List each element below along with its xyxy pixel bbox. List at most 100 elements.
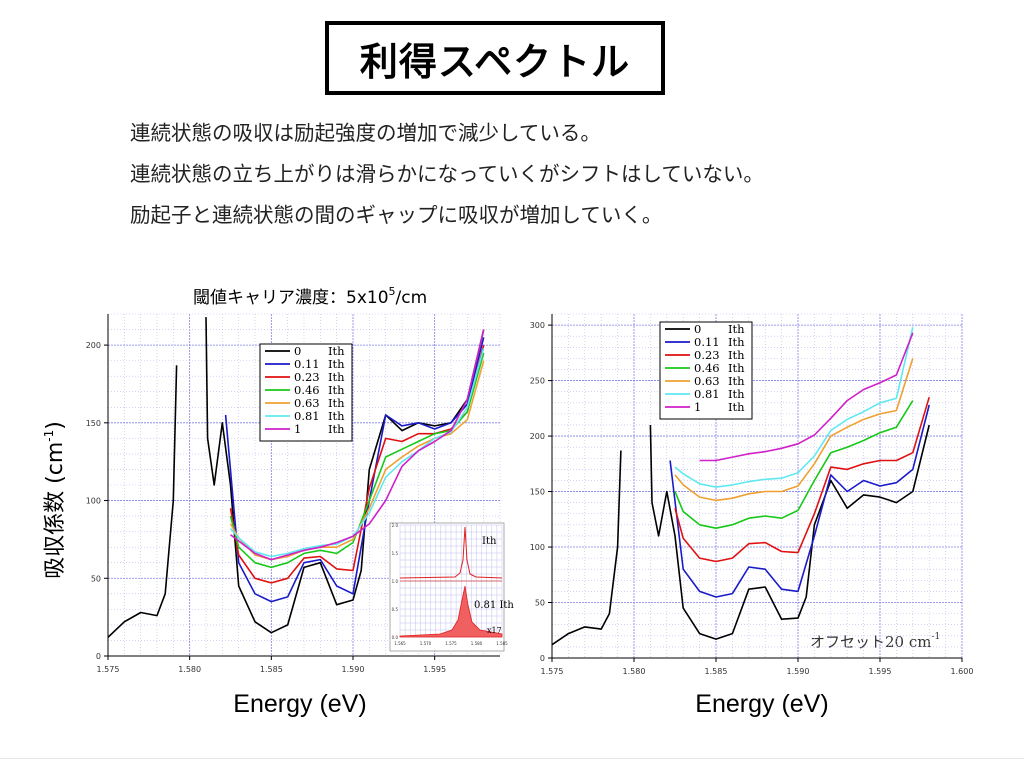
legend-unit: Ith — [728, 400, 745, 414]
offset-annotation: オフセット20 cm-1 — [810, 632, 940, 651]
x-tick-label: 1.585 — [705, 667, 728, 676]
chart-title-sup: 5 — [389, 285, 396, 298]
inset-y-tick: 0.5 — [392, 607, 399, 612]
inset-x-tick: 1.565 — [394, 641, 406, 646]
y-tick-label: 0 — [540, 654, 545, 663]
x-tick-label: 1.590 — [787, 667, 810, 676]
legend-label: 0.46 — [694, 361, 720, 375]
title-box: 利得スペクトル — [325, 21, 665, 95]
x-tick-label: 1.575 — [97, 665, 120, 674]
y-axis-label-main: 吸収係数 (cm — [43, 442, 68, 579]
inset-y-tick: 0.0 — [392, 635, 399, 640]
y-axis-label-suffix: ) — [43, 421, 68, 430]
legend-label: 0.23 — [294, 370, 320, 384]
legend-label: 0 — [294, 344, 301, 358]
y-axis-label: 吸収係数 (cm-1) — [42, 421, 68, 579]
legend-unit: Ith — [328, 422, 345, 436]
legend-unit: Ith — [728, 322, 745, 336]
legend-unit: Ith — [728, 348, 745, 362]
chart-title-main: 閾値キャリア濃度：5x10 — [193, 288, 389, 308]
chart-title-suffix: /cm — [396, 288, 428, 308]
y-tick-label: 250 — [530, 377, 545, 386]
legend-frame — [659, 321, 753, 420]
inset-x-tick: 1.585 — [496, 641, 508, 646]
legend-label: 1 — [294, 422, 301, 436]
x-tick-label: 1.595 — [423, 665, 446, 674]
series-line — [674, 396, 930, 563]
y-tick-label: 0 — [96, 652, 101, 661]
y-tick-label: 200 — [86, 341, 101, 350]
x-tick-label: 1.595 — [869, 667, 892, 676]
legend: 0 Ith 0.11 Ith 0.23 Ith 0.46 Ith 0.63 Ith 0.81 Ith 1… — [659, 321, 753, 420]
legend-label: 0.11 — [694, 335, 720, 349]
series-line — [674, 327, 914, 488]
right-chart: 1.575 1.580 1.585 1.590 1.595 1.600 0 50 100 150 2… — [530, 313, 974, 676]
legend-unit: Ith — [728, 374, 745, 388]
x-tick-label: 1.590 — [342, 665, 365, 674]
x-tick-label: 1.575 — [541, 667, 564, 676]
y-tick-label: 100 — [530, 543, 545, 552]
series-line — [224, 337, 485, 603]
bullet-text: 励起子と連続状態の間のギャップに吸収が増加していく。 — [130, 203, 663, 227]
y-tick-label: 50 — [91, 574, 101, 583]
x-tick-label: 1.600 — [951, 667, 974, 676]
legend-unit: Ith — [328, 370, 345, 384]
bullet-text: 連続状態の立ち上がりは滑らかになっていくがシフトはしていない。 — [130, 162, 764, 186]
legend-label: 0.81 — [694, 387, 720, 401]
legend-frame — [259, 343, 353, 442]
legend-label: 0.11 — [294, 357, 320, 371]
legend-unit: Ith — [328, 409, 345, 423]
inset-y-tick: 2.0 — [392, 523, 399, 528]
offset-annotation-main: オフセット20 cm — [810, 633, 931, 651]
inset-x-tick: 1.575 — [445, 641, 457, 646]
series-line — [674, 358, 914, 502]
inset-label-ith: Ith — [482, 536, 497, 547]
inset-peak-lower — [399, 585, 503, 638]
series-line — [674, 400, 914, 529]
series-line — [669, 404, 930, 598]
series-line — [229, 352, 485, 569]
inset-x-tick: 1.570 — [420, 641, 432, 646]
legend-label: 1 — [694, 400, 701, 414]
x-tick-label: 1.580 — [623, 667, 646, 676]
legend-label: 0 — [694, 322, 701, 336]
legend-unit: Ith — [728, 361, 745, 375]
chart-title: 閾値キャリア濃度：5x105/cm — [193, 285, 427, 308]
y-tick-label: 50 — [535, 599, 545, 608]
legend-label: 0.63 — [294, 396, 320, 410]
series-line — [107, 317, 485, 638]
legend: 0 Ith 0.11 Ith 0.23 Ith 0.46 Ith 0.63 Ith 0.81 Ith 1… — [259, 343, 353, 442]
legend-label: 0.63 — [694, 374, 720, 388]
inset-label-x17: x17 — [487, 626, 502, 635]
legend-label: 0.81 — [294, 409, 320, 423]
legend-unit: Ith — [328, 396, 345, 410]
slide-title: 利得スペクトル — [359, 39, 631, 84]
inset-spectrum: 2.0 1.5 1.0 0.5 0.01.565 1.570 1.575 1.580 1.585… — [389, 522, 514, 652]
bullet-text: 連続状態の吸収は励起強度の増加で減少している。 — [130, 121, 601, 145]
x-tick-label: 1.585 — [260, 665, 283, 674]
legend-unit: Ith — [728, 387, 745, 401]
x-axis-label: Energy (eV) — [233, 690, 366, 718]
inset-y-tick: 1.5 — [392, 551, 399, 556]
x-axis-label: Energy (eV) — [695, 690, 828, 718]
legend-unit: Ith — [328, 344, 345, 358]
offset-annotation-sup: -1 — [931, 632, 940, 642]
legend-label: 0.46 — [294, 383, 320, 397]
legend-unit: Ith — [328, 357, 345, 371]
x-tick-label: 1.580 — [178, 665, 201, 674]
y-axis-label-sup: -1 — [42, 430, 56, 442]
y-tick-label: 100 — [86, 497, 101, 506]
series-line — [551, 424, 930, 646]
inset-label-081: 0.81 Ith — [474, 600, 514, 611]
inset-frame — [389, 522, 505, 652]
footer-divider — [0, 758, 1024, 759]
legend-unit: Ith — [328, 383, 345, 397]
inset-x-tick: 1.580 — [471, 641, 483, 646]
series-line — [230, 329, 485, 561]
inset-peak-upper — [399, 526, 503, 579]
legend-unit: Ith — [728, 335, 745, 349]
y-tick-label: 300 — [530, 321, 545, 330]
y-tick-label: 150 — [530, 488, 545, 497]
